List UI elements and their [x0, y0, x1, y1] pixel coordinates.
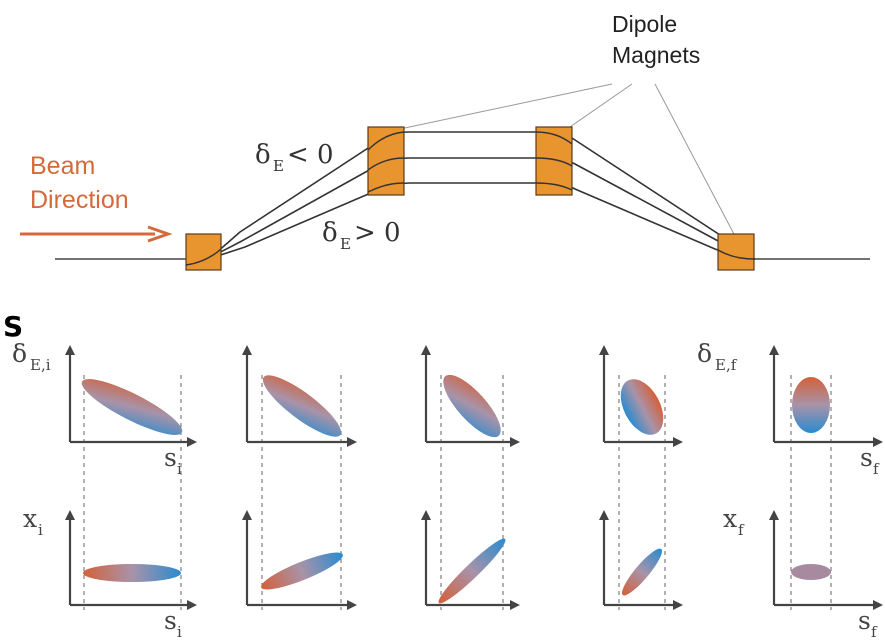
svg-text:E: E: [273, 157, 284, 175]
dipole-magnet-4: [717, 233, 755, 271]
axis-label-delta-e-f: δ E,f: [697, 339, 738, 374]
axis-label-delta-e-i: δ E,i: [12, 339, 51, 374]
bunch-energy-3: [443, 374, 501, 438]
svg-text:δ: δ: [12, 339, 27, 368]
svg-text:i: i: [177, 460, 182, 478]
svg-text:s: s: [164, 606, 177, 635]
axis-label-s-i-top: s i: [164, 443, 182, 478]
axis-label-x-i: x i: [23, 504, 43, 539]
axis-label-x-f: x f: [723, 504, 745, 539]
panel-energy-3: [421, 345, 520, 447]
panel-energy-5: [769, 345, 883, 447]
bunch-energy-1: [81, 379, 183, 435]
svg-text:δ: δ: [322, 218, 338, 248]
dipole-magnets-label-line1: Dipole: [612, 11, 677, 37]
panel-energy-4: [599, 345, 683, 447]
leader-line-3: [654, 83, 736, 237]
bunch-position-5: [791, 564, 831, 580]
beam-direction-arrow: [20, 225, 173, 243]
dipole-magnets-label-line2: Magnets: [612, 42, 700, 68]
panel-position-4: [599, 510, 683, 610]
trajectory-lower: [204, 182, 756, 260]
chicane-schematic: Beam Direction Dipole Magnets δ E < 0 δ …: [20, 11, 870, 271]
svg-text:δ: δ: [255, 140, 271, 170]
panel-position-3: [421, 510, 520, 610]
svg-text:x: x: [723, 504, 737, 533]
panel-position-2: [242, 510, 357, 610]
trajectory-middle: [204, 157, 756, 260]
axis-label-s-f-bottom: s f: [858, 606, 878, 641]
bunch-position-3: [438, 538, 506, 604]
panel-position-5: [769, 510, 883, 610]
panel-energy-1: [65, 345, 197, 447]
svg-text:δ: δ: [697, 339, 712, 368]
panel-position-1: [65, 510, 197, 610]
delta-negative-label: δ E < 0: [255, 140, 334, 175]
svg-text:f: f: [738, 521, 745, 539]
svg-text:x: x: [23, 504, 37, 533]
svg-text:i: i: [177, 623, 182, 641]
svg-text:< 0: < 0: [287, 140, 334, 170]
svg-text:E: E: [340, 235, 351, 253]
svg-text:E,f: E,f: [715, 356, 738, 374]
leader-line-2: [566, 83, 633, 130]
svg-text:f: f: [873, 460, 880, 478]
panel-energy-2: [242, 345, 357, 447]
axis-label-s-f-top: s f: [860, 443, 880, 478]
bunch-position-1: [83, 564, 181, 582]
svg-text:i: i: [38, 521, 43, 539]
svg-text:s: s: [858, 606, 871, 635]
axis-label-s-i-bottom: s i: [164, 606, 182, 641]
svg-text:> 0: > 0: [354, 218, 401, 248]
svg-text:s: s: [164, 443, 177, 472]
bunch-position-4: [621, 548, 663, 596]
bunch-energy-4: [620, 379, 664, 435]
beam-direction-label-line1: Beam: [30, 152, 95, 180]
delta-positive-label: δ E > 0: [322, 218, 401, 253]
bunch-energy-5: [792, 377, 830, 433]
svg-text:f: f: [871, 623, 878, 641]
bunch-position-2: [261, 552, 343, 590]
panel-letter-s: S: [3, 310, 23, 343]
phase-space-panels: δ E,i δ E,f s i s f x i x f s i s f: [12, 339, 883, 641]
bunch-energy-2: [262, 375, 342, 437]
leader-line-1: [399, 83, 613, 130]
svg-text:s: s: [860, 443, 873, 472]
beam-direction-label-line2: Direction: [30, 186, 129, 214]
svg-text:E,i: E,i: [30, 356, 51, 374]
